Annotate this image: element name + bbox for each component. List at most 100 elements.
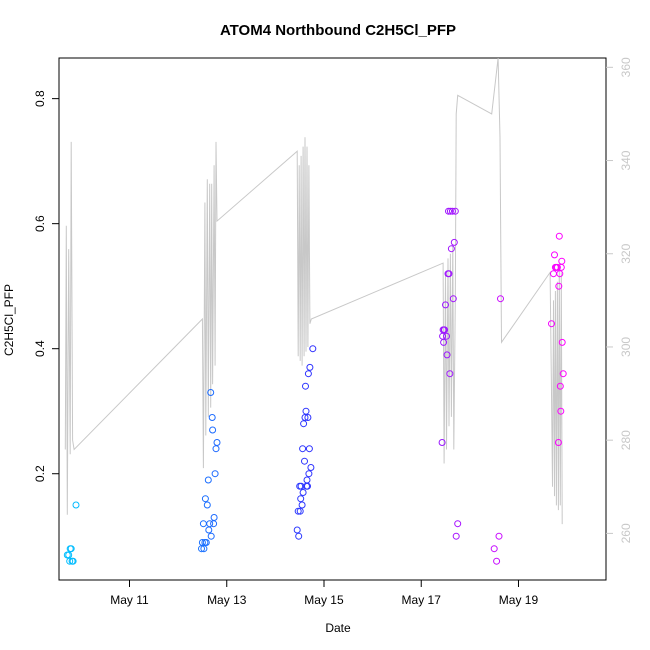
data-point [301,457,308,465]
data-point [205,526,213,534]
data-point [556,270,564,278]
data-point [559,370,567,378]
plot-area [58,57,607,581]
x-tick-label: May 11 [110,593,149,607]
points-series [63,207,567,565]
data-point [305,470,313,478]
data-point [446,207,454,215]
y-right-tick-label: 360 [619,57,633,77]
data-point [293,526,301,534]
data-point [449,295,457,303]
x-tick-label: May 17 [402,593,442,607]
data-point [302,407,310,415]
data-point [556,382,564,390]
data-point [210,514,218,521]
data-point [206,520,214,528]
data-point [443,351,451,359]
data-point [445,270,453,278]
data-point [555,282,563,290]
data-point [305,445,313,453]
y-tick-label: 0.4 [33,340,47,357]
data-point [307,464,315,471]
data-point [204,476,212,484]
y-tick-label: 0.6 [33,215,47,232]
plot-frame [58,57,607,581]
y-tick-label: 0.8 [33,90,47,107]
chart-title: ATOM4 Northbound C2H5Cl_PFP [220,22,456,39]
data-point [211,470,219,478]
y-axis-label: C2H5Cl_PFP [2,284,16,356]
x-tick-label: May 13 [207,593,247,607]
data-point [548,320,555,328]
data-point [304,370,312,378]
data-point [207,389,215,396]
data-point [442,301,449,309]
data-point [67,545,75,553]
data-point [294,507,302,515]
line-series [64,57,563,525]
data-point [454,520,462,528]
data-point [72,501,80,509]
data-point [210,520,218,528]
data-point [558,257,566,265]
data-point [446,370,454,378]
data-point [303,476,311,484]
data-point [554,439,562,446]
x-tick-label: May 15 [304,593,344,607]
data-point [452,532,460,540]
data-point [209,426,217,434]
data-point [202,539,210,546]
data-point [555,232,563,240]
axes: May 11 May 13 May 15 May 17 May 19 0.2 0.4 0.6 0… [33,57,633,607]
data-point [299,489,307,496]
data-point [201,495,209,503]
x-axis-label: Date [325,621,351,635]
data-point [438,439,446,446]
y-right-tick-label: 320 [619,243,633,263]
x-tick-label: May 19 [499,593,539,607]
data-point [203,501,211,509]
data-point [304,414,312,421]
data-point [304,482,311,490]
data-point [441,326,449,334]
data-point [495,532,503,540]
data-point [212,445,220,453]
data-point [551,251,558,259]
data-point [451,207,459,215]
data-point [557,407,565,415]
data-point [497,295,504,303]
data-point [309,345,317,353]
data-point [558,338,566,346]
data-point [553,263,561,271]
data-point [443,332,450,340]
data-point [300,420,308,428]
data-point [295,532,303,540]
data-point [299,445,307,453]
y-right-tick-label: 260 [619,523,633,543]
data-point [447,245,455,253]
y-tick-label: 0.2 [33,465,47,482]
data-point [199,520,207,528]
y-right-tick-label: 300 [619,337,633,357]
y-right-tick-label: 340 [619,150,633,170]
data-point [198,539,206,546]
series-line [64,57,563,525]
data-point [298,501,306,509]
data-point [207,532,215,540]
data-point [448,207,456,215]
data-point [450,238,458,246]
data-point [490,545,498,553]
data-point [208,414,216,421]
data-point [493,557,501,565]
data-point [302,382,309,390]
data-point [296,507,304,515]
y-right-tick-label: 280 [619,430,633,450]
data-point [213,439,221,446]
data-point [445,207,452,215]
data-point [550,270,557,278]
data-point [297,495,305,503]
data-point [66,557,74,565]
data-point [69,557,77,565]
data-point [306,363,314,371]
